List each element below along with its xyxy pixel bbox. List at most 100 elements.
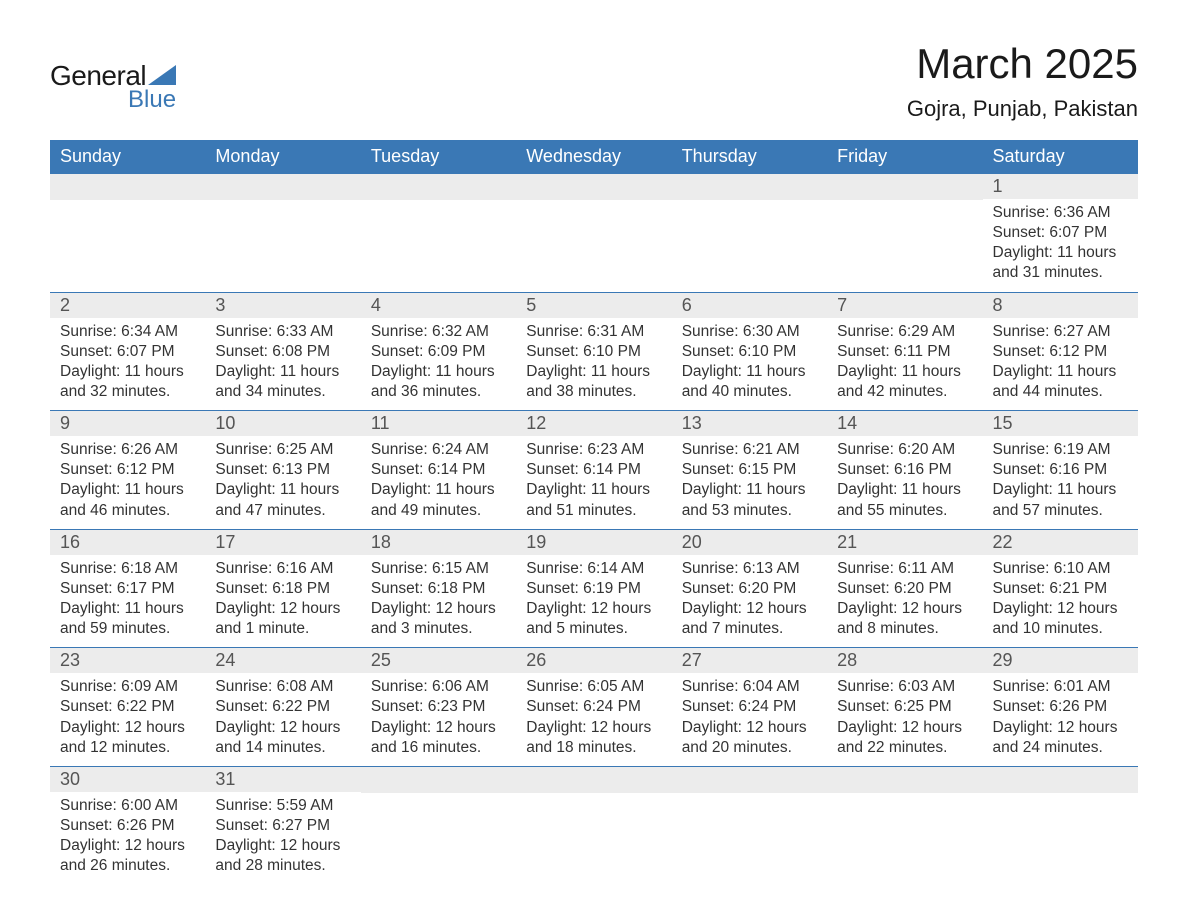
calendar-cell bbox=[827, 766, 982, 884]
day-sunrise: Sunrise: 6:19 AM bbox=[993, 440, 1128, 460]
day-body-empty bbox=[827, 793, 982, 865]
day-number: 30 bbox=[50, 767, 205, 792]
day-day2: and 32 minutes. bbox=[60, 382, 195, 402]
calendar-cell bbox=[361, 766, 516, 884]
day-day1: Daylight: 11 hours bbox=[60, 362, 195, 382]
day-sunset: Sunset: 6:20 PM bbox=[682, 579, 817, 599]
day-day2: and 57 minutes. bbox=[993, 501, 1128, 521]
calendar-table: Sunday Monday Tuesday Wednesday Thursday… bbox=[50, 140, 1138, 884]
day-day2: and 3 minutes. bbox=[371, 619, 506, 639]
day-day1: Daylight: 12 hours bbox=[371, 599, 506, 619]
weekday-header: Saturday bbox=[983, 140, 1138, 174]
day-body-empty bbox=[361, 200, 516, 272]
day-sunset: Sunset: 6:14 PM bbox=[526, 460, 661, 480]
day-sunset: Sunset: 6:16 PM bbox=[993, 460, 1128, 480]
day-sunset: Sunset: 6:18 PM bbox=[371, 579, 506, 599]
day-sunrise: Sunrise: 5:59 AM bbox=[215, 796, 350, 816]
calendar-cell: 7Sunrise: 6:29 AMSunset: 6:11 PMDaylight… bbox=[827, 292, 982, 411]
day-body-empty bbox=[361, 793, 516, 865]
day-number: 2 bbox=[50, 293, 205, 318]
day-sunrise: Sunrise: 6:03 AM bbox=[837, 677, 972, 697]
day-body: Sunrise: 6:09 AMSunset: 6:22 PMDaylight:… bbox=[50, 673, 205, 766]
day-number: 12 bbox=[516, 411, 671, 436]
day-day1: Daylight: 11 hours bbox=[526, 362, 661, 382]
day-sunset: Sunset: 6:18 PM bbox=[215, 579, 350, 599]
calendar-cell: 20Sunrise: 6:13 AMSunset: 6:20 PMDayligh… bbox=[672, 529, 827, 648]
day-sunrise: Sunrise: 6:05 AM bbox=[526, 677, 661, 697]
day-body: Sunrise: 6:03 AMSunset: 6:25 PMDaylight:… bbox=[827, 673, 982, 766]
day-day1: Daylight: 12 hours bbox=[837, 599, 972, 619]
location-text: Gojra, Punjab, Pakistan bbox=[907, 96, 1138, 122]
day-sunrise: Sunrise: 6:13 AM bbox=[682, 559, 817, 579]
page-header: General Blue March 2025 Gojra, Punjab, P… bbox=[50, 40, 1138, 122]
day-day2: and 42 minutes. bbox=[837, 382, 972, 402]
day-body: Sunrise: 6:23 AMSunset: 6:14 PMDaylight:… bbox=[516, 436, 671, 529]
day-day1: Daylight: 12 hours bbox=[682, 718, 817, 738]
calendar-cell: 6Sunrise: 6:30 AMSunset: 6:10 PMDaylight… bbox=[672, 292, 827, 411]
day-day1: Daylight: 11 hours bbox=[682, 480, 817, 500]
day-number bbox=[205, 174, 360, 200]
day-body-empty bbox=[50, 200, 205, 272]
day-sunrise: Sunrise: 6:36 AM bbox=[993, 203, 1128, 223]
day-body: Sunrise: 6:24 AMSunset: 6:14 PMDaylight:… bbox=[361, 436, 516, 529]
day-number: 22 bbox=[983, 530, 1138, 555]
calendar-cell: 17Sunrise: 6:16 AMSunset: 6:18 PMDayligh… bbox=[205, 529, 360, 648]
day-day1: Daylight: 11 hours bbox=[60, 599, 195, 619]
day-number: 23 bbox=[50, 648, 205, 673]
day-sunrise: Sunrise: 6:27 AM bbox=[993, 322, 1128, 342]
calendar-cell bbox=[672, 766, 827, 884]
day-body-empty bbox=[516, 793, 671, 865]
day-day1: Daylight: 12 hours bbox=[60, 718, 195, 738]
day-day1: Daylight: 12 hours bbox=[837, 718, 972, 738]
day-body: Sunrise: 6:04 AMSunset: 6:24 PMDaylight:… bbox=[672, 673, 827, 766]
day-sunset: Sunset: 6:26 PM bbox=[993, 697, 1128, 717]
day-sunrise: Sunrise: 6:11 AM bbox=[837, 559, 972, 579]
day-sunrise: Sunrise: 6:10 AM bbox=[993, 559, 1128, 579]
day-sunset: Sunset: 6:26 PM bbox=[60, 816, 195, 836]
day-day2: and 20 minutes. bbox=[682, 738, 817, 758]
day-day2: and 36 minutes. bbox=[371, 382, 506, 402]
day-number: 9 bbox=[50, 411, 205, 436]
day-body: Sunrise: 6:31 AMSunset: 6:10 PMDaylight:… bbox=[516, 318, 671, 411]
day-number: 13 bbox=[672, 411, 827, 436]
day-number: 17 bbox=[205, 530, 360, 555]
day-day2: and 28 minutes. bbox=[215, 856, 350, 876]
day-day2: and 46 minutes. bbox=[60, 501, 195, 521]
day-number: 26 bbox=[516, 648, 671, 673]
day-sunset: Sunset: 6:14 PM bbox=[371, 460, 506, 480]
calendar-row: 1Sunrise: 6:36 AMSunset: 6:07 PMDaylight… bbox=[50, 174, 1138, 293]
day-day2: and 8 minutes. bbox=[837, 619, 972, 639]
day-number: 14 bbox=[827, 411, 982, 436]
day-sunset: Sunset: 6:24 PM bbox=[526, 697, 661, 717]
day-sunset: Sunset: 6:10 PM bbox=[682, 342, 817, 362]
day-day2: and 51 minutes. bbox=[526, 501, 661, 521]
calendar-cell: 9Sunrise: 6:26 AMSunset: 6:12 PMDaylight… bbox=[50, 411, 205, 530]
calendar-cell: 8Sunrise: 6:27 AMSunset: 6:12 PMDaylight… bbox=[983, 292, 1138, 411]
day-day1: Daylight: 12 hours bbox=[215, 718, 350, 738]
day-sunrise: Sunrise: 6:01 AM bbox=[993, 677, 1128, 697]
day-sunrise: Sunrise: 6:15 AM bbox=[371, 559, 506, 579]
day-day2: and 12 minutes. bbox=[60, 738, 195, 758]
day-body: Sunrise: 6:34 AMSunset: 6:07 PMDaylight:… bbox=[50, 318, 205, 411]
day-day1: Daylight: 11 hours bbox=[215, 480, 350, 500]
day-day2: and 14 minutes. bbox=[215, 738, 350, 758]
day-body: Sunrise: 6:11 AMSunset: 6:20 PMDaylight:… bbox=[827, 555, 982, 648]
day-sunrise: Sunrise: 6:24 AM bbox=[371, 440, 506, 460]
day-day1: Daylight: 11 hours bbox=[993, 480, 1128, 500]
day-sunset: Sunset: 6:16 PM bbox=[837, 460, 972, 480]
day-sunrise: Sunrise: 6:25 AM bbox=[215, 440, 350, 460]
day-body-empty bbox=[672, 200, 827, 272]
day-day1: Daylight: 12 hours bbox=[682, 599, 817, 619]
day-sunset: Sunset: 6:07 PM bbox=[60, 342, 195, 362]
day-number bbox=[983, 767, 1138, 793]
day-day2: and 34 minutes. bbox=[215, 382, 350, 402]
day-sunset: Sunset: 6:10 PM bbox=[526, 342, 661, 362]
calendar-cell: 22Sunrise: 6:10 AMSunset: 6:21 PMDayligh… bbox=[983, 529, 1138, 648]
day-number: 3 bbox=[205, 293, 360, 318]
day-number: 19 bbox=[516, 530, 671, 555]
day-day1: Daylight: 11 hours bbox=[993, 243, 1128, 263]
day-sunset: Sunset: 6:22 PM bbox=[60, 697, 195, 717]
day-number: 11 bbox=[361, 411, 516, 436]
day-body-empty bbox=[672, 793, 827, 865]
day-number: 4 bbox=[361, 293, 516, 318]
